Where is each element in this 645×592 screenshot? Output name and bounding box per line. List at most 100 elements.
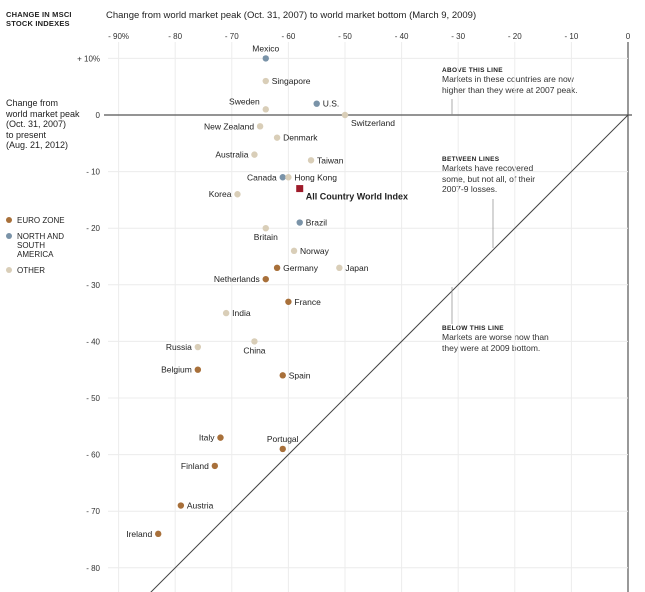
y-tick-label: - 30 — [86, 281, 100, 290]
data-label: Britain — [254, 232, 278, 242]
y-tick-label: + 10% — [77, 54, 100, 63]
data-point — [262, 225, 269, 232]
data-label: Italy — [199, 433, 215, 443]
data-label: Taiwan — [317, 155, 344, 165]
side-label-line: world market peak — [6, 108, 80, 119]
legend-swatch — [6, 233, 12, 239]
data-label: Ireland — [126, 529, 152, 539]
y-tick-label: 0 — [96, 111, 101, 120]
data-point — [211, 462, 219, 470]
side-label-line: to present — [6, 129, 47, 140]
data-point — [285, 174, 292, 181]
legend-item-americas: NORTH AND SOUTH AMERICA — [6, 232, 86, 259]
data-point — [222, 309, 230, 317]
legend-label: NORTH AND SOUTH AMERICA — [17, 232, 64, 259]
x-tick-label: - 10 — [565, 32, 579, 41]
side-label-line: Change from — [6, 98, 59, 108]
data-point — [296, 219, 303, 226]
data-point — [336, 264, 343, 272]
data-label: Sweden — [229, 96, 260, 106]
data-point — [262, 275, 269, 283]
data-label: Hong Kong — [294, 172, 337, 182]
legend-label: EURO ZONE — [17, 216, 65, 225]
data-point — [262, 55, 269, 62]
x-tick-label: - 50 — [338, 32, 352, 41]
data-label: China — [243, 345, 265, 355]
data-point — [194, 366, 202, 373]
data-point — [177, 502, 185, 509]
data-label: France — [294, 297, 321, 307]
data-point — [262, 77, 269, 85]
annotation-between-line: some, but not all, of their — [442, 173, 536, 184]
annotation-below-heading: BELOW THIS LINE — [442, 325, 504, 332]
data-label: All Country World Index — [306, 192, 408, 202]
data-label: Russia — [166, 342, 192, 352]
annotation-above-line: Markets in these countries are now — [442, 74, 574, 84]
data-label: Denmark — [283, 133, 318, 143]
data-point — [307, 157, 315, 164]
legend-swatch — [6, 217, 12, 223]
y-tick-label: - 20 — [86, 224, 100, 233]
side-label: Change from world market peak (Oct. 31, … — [6, 98, 80, 151]
x-tick-label: - 80 — [168, 32, 182, 41]
data-label: Portugal — [267, 434, 299, 444]
side-label-line: (Oct. 31, 2007) — [6, 119, 67, 129]
x-tick-label: - 30 — [451, 32, 465, 41]
data-label: Japan — [345, 263, 368, 273]
data-label: U.S. — [323, 99, 340, 109]
annotation-between: BETWEEN LINES Markets have recovered som… — [442, 156, 535, 195]
data-label: Singapore — [272, 76, 311, 86]
annotation-between-line: Markets have recovered — [442, 163, 534, 173]
data-label: Norway — [300, 246, 330, 256]
x-tick-label: - 70 — [225, 32, 239, 41]
data-label: New Zealand — [204, 121, 254, 131]
annotation-above-line: higher than they were at 2007 peak. — [442, 84, 578, 95]
data-point — [313, 100, 320, 107]
annotation-between-line: 2007-9 losses. — [442, 184, 498, 194]
y-tick-label: - 80 — [86, 564, 100, 573]
annotation-below-line: Markets are worse now than — [442, 332, 549, 342]
data-point — [194, 343, 202, 351]
annotation-between-heading: BETWEEN LINES — [442, 156, 500, 163]
annotation-above-heading: ABOVE THIS LINE — [442, 67, 503, 74]
data-point — [234, 191, 241, 198]
y-tick-label: - 60 — [86, 451, 100, 460]
annotation-above: ABOVE THIS LINE Markets in these countri… — [442, 67, 578, 95]
x-tick-label: - 90% — [108, 32, 129, 41]
y-axis-title-line-1: CHANGE IN MSCI — [6, 10, 72, 19]
data-point — [155, 530, 162, 538]
data-label: Mexico — [252, 43, 279, 53]
y-tick-label: - 50 — [86, 394, 100, 403]
y-tick-label: - 40 — [86, 337, 100, 346]
data-point — [279, 372, 286, 379]
x-tick-label: - 60 — [282, 32, 296, 41]
data-label: Belgium — [161, 365, 192, 375]
x-tick-label: - 40 — [395, 32, 409, 41]
annotation-below: BELOW THIS LINE Markets are worse now th… — [442, 325, 549, 353]
data-point — [251, 151, 258, 158]
legend-label: OTHER — [17, 266, 45, 275]
x-axis-title: Change from world market peak (Oct. 31, … — [106, 10, 477, 21]
data-point — [279, 445, 286, 453]
data-label: Finland — [181, 461, 209, 471]
data-label: Spain — [289, 370, 311, 380]
data-point — [256, 123, 264, 130]
data-point — [273, 134, 281, 141]
side-label-line: (Aug. 21, 2012) — [6, 140, 69, 150]
data-point — [285, 298, 292, 305]
y-tick-label: - 70 — [86, 507, 100, 516]
data-point — [217, 434, 224, 441]
x-tick-label: 0 — [626, 32, 631, 41]
x-tick-label: - 20 — [508, 32, 522, 41]
data-point — [262, 106, 269, 113]
y-tick-label: - 10 — [86, 168, 100, 177]
data-label: Germany — [283, 263, 319, 273]
data-label: Netherlands — [214, 274, 260, 284]
data-point — [251, 338, 258, 345]
data-label: Switzerland — [351, 118, 395, 128]
reference-line-diagonal — [150, 114, 629, 592]
data-point — [273, 264, 281, 272]
annotation-below-line: they were at 2009 bottom. — [442, 342, 541, 353]
y-axis-title: CHANGE IN MSCI STOCK INDEXES — [6, 10, 72, 28]
